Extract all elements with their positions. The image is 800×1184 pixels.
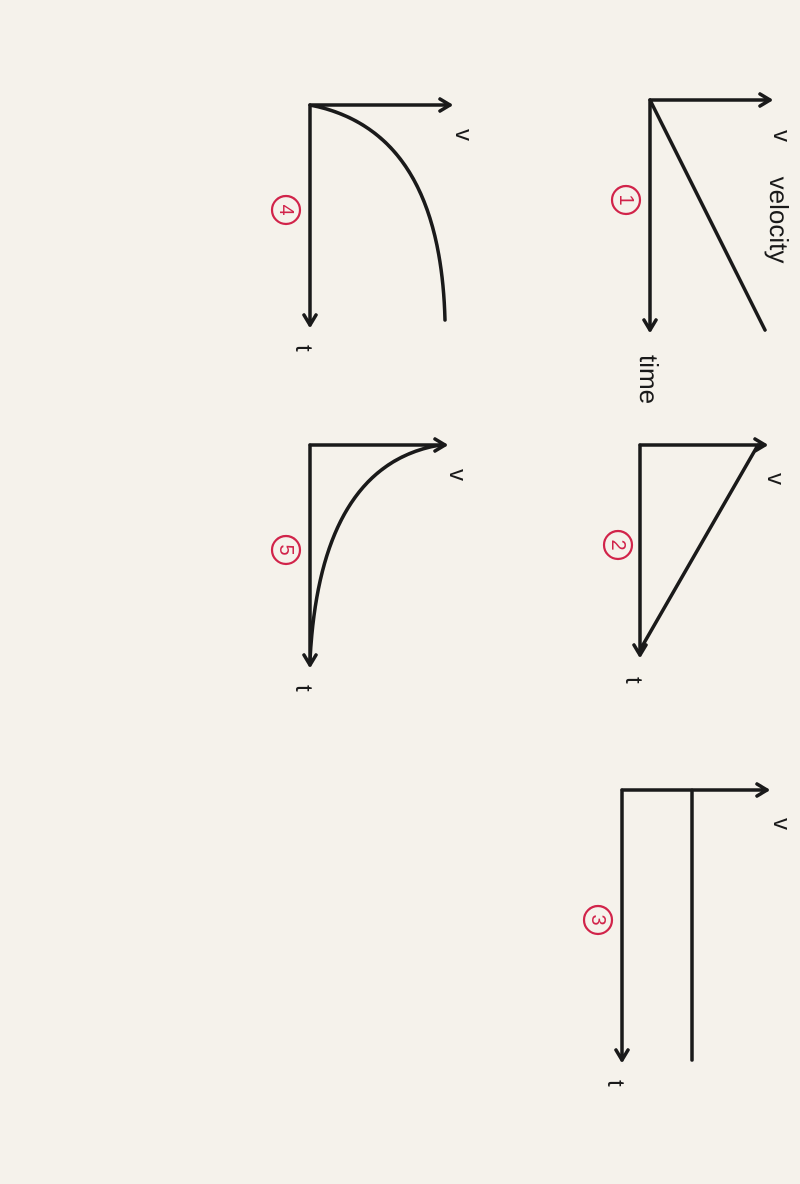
graph-4-curve [310, 105, 445, 320]
graph-5-t-label: t [290, 685, 317, 692]
graph-2-number-text: 2 [607, 539, 629, 550]
graph-5: v t 5 [280, 415, 465, 695]
graph-4-v-label: v [450, 129, 477, 141]
graph-1-v-label: v [768, 130, 795, 142]
graph-4: v t 4 [280, 75, 470, 355]
graph-1-curve [650, 100, 765, 330]
page: velocity v time 1 [0, 0, 800, 1184]
graph-5-number: 5 [272, 536, 300, 564]
graph-2-svg: v t 2 [610, 415, 790, 695]
graph-1: v time 1 [610, 60, 790, 380]
graph-4-number-text: 4 [275, 204, 297, 215]
graph-1-number-text: 1 [615, 194, 637, 205]
graph-3-number: 3 [584, 906, 612, 934]
graph-2-t-label: t [620, 677, 647, 684]
graph-5-svg: v t 5 [280, 415, 465, 705]
graph-2: v t 2 [610, 415, 790, 695]
graph-5-curve [310, 445, 440, 660]
graph-2-number: 2 [604, 531, 632, 559]
graph-2-curve [640, 445, 758, 650]
graph-4-t-label: t [290, 345, 317, 352]
graph-4-svg: v t 4 [280, 75, 470, 365]
graph-1-number: 1 [612, 186, 640, 214]
graph-2-v-label: v [762, 473, 789, 485]
graph-1-svg: v time 1 [610, 60, 790, 380]
graph-4-number: 4 [272, 196, 300, 224]
graph-3: v t 3 [592, 760, 792, 1090]
graph-3-number-text: 3 [587, 914, 609, 925]
graph-3-v-label: v [768, 818, 795, 830]
graph-3-t-label: t [602, 1080, 629, 1087]
graph-5-number-text: 5 [275, 544, 297, 555]
graph-1-t-label: time [634, 355, 664, 404]
graph-3-svg: v t 3 [592, 760, 792, 1100]
graph-5-v-label: v [444, 469, 471, 481]
